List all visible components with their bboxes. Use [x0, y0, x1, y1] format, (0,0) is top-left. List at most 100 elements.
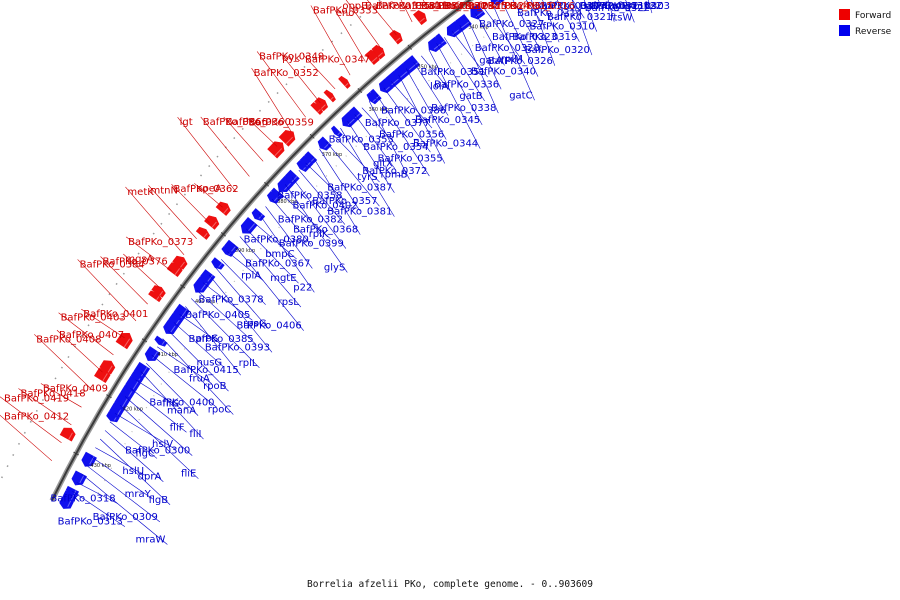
gene-label: BafPKo_0312	[591, 1, 656, 12]
forward-gene-14	[314, 97, 329, 112]
gene-labels: BafPKo_0303ftsZBafPKo_0312BafPKo_0322Baf…	[4, 1, 670, 546]
forward-gene-12	[278, 130, 296, 147]
leader-line	[376, 94, 430, 177]
gene-label: lolA	[430, 81, 449, 92]
tick-mark	[264, 181, 270, 187]
forward-gene-19	[389, 29, 403, 45]
gene-label: BafPKo_0320	[525, 45, 590, 56]
leader-line	[265, 206, 313, 269]
gene-label: BafPKo_0376	[103, 257, 168, 268]
tick-mark	[459, 3, 464, 9]
forward-gene-3-shade	[123, 338, 131, 348]
leader-line	[319, 148, 360, 211]
forward-gene-8	[195, 226, 211, 240]
gene-label: tyrS	[357, 172, 377, 183]
leader-line	[436, 43, 483, 126]
gene-label: BafPKo_0373	[128, 237, 193, 248]
leader-line	[196, 290, 256, 345]
gene-label: glyS	[324, 262, 345, 273]
gene-label: BafPKo_0326	[488, 56, 553, 67]
leader-line	[366, 0, 397, 36]
tick-label: 350 kbp	[417, 65, 437, 71]
leader-line	[361, 107, 397, 145]
gene-label: BafPKo_0311	[579, 1, 644, 12]
tick-mark	[220, 232, 226, 237]
reverse-gene-3	[71, 470, 87, 486]
gene-label: BafPKo_0372	[362, 166, 427, 177]
gene-label: mraW	[135, 535, 165, 546]
leader-line	[140, 371, 204, 440]
reverse-gene-44	[455, 13, 472, 31]
reverse-gene-34-shade	[355, 113, 361, 119]
reverse-gene-25	[271, 187, 284, 200]
leader-line	[123, 253, 160, 288]
reverse-gene-25-shade	[277, 193, 281, 198]
gene-label: BafPKo_0353	[329, 134, 394, 145]
leader-line	[347, 121, 395, 193]
gene-label: BafPKo_0314	[517, 8, 582, 19]
leader-line	[354, 114, 396, 169]
reverse-gene-26-shade	[284, 182, 292, 191]
leader-line	[148, 185, 197, 239]
leader-line	[285, 184, 348, 273]
gene-label: BafPKo_0377	[365, 118, 430, 129]
gene-label: BafPKo_0367	[245, 258, 310, 269]
leader-line	[200, 116, 250, 177]
genome-backbone	[0, 0, 537, 502]
reverse-gene-41-shade	[433, 43, 442, 50]
gene-label: rpoB	[203, 381, 227, 392]
forward-gene-9	[204, 215, 220, 230]
gene-label: BafPKo_0328	[475, 43, 540, 54]
gene-label: rplK	[309, 229, 329, 240]
leader-line	[459, 25, 499, 114]
legend-forward-swatch	[839, 9, 850, 20]
forward-gene-4	[148, 290, 162, 303]
leader-line	[168, 330, 229, 392]
gene-label: BafPKo_0356	[379, 130, 444, 141]
leader-line	[251, 67, 292, 132]
leader-line	[223, 116, 264, 162]
leader-line	[77, 259, 137, 322]
reverse-gene-45	[470, 3, 486, 20]
gene-label: BafPKo_0378	[198, 295, 263, 306]
gene-label: manA	[167, 406, 196, 417]
leader-line	[56, 329, 103, 373]
leader-line	[156, 346, 213, 384]
leader-line	[0, 414, 53, 462]
leader-line	[390, 81, 433, 129]
reverse-gene-32-shade	[337, 132, 341, 136]
leader-line	[125, 236, 172, 272]
reverse-gene-19-shade	[218, 263, 223, 268]
gene-label: BafPKo_0316	[510, 1, 575, 12]
leader-line	[151, 354, 217, 408]
leader-line	[90, 456, 153, 500]
reverse-gene-7-shade	[121, 397, 129, 408]
reverse-gene-27-shade	[291, 175, 298, 183]
gene-label: BafPKo_0402	[292, 201, 357, 212]
gene-label: bmpC	[265, 249, 294, 260]
gene-label: BafPKo_0418	[20, 388, 85, 399]
forward-gene-1-shade	[102, 373, 108, 382]
gene-label: BafPKo_0300	[125, 446, 190, 457]
leader-line	[271, 198, 312, 245]
leader-line	[512, 0, 543, 54]
gene-label: BafPKo_0415	[174, 365, 239, 376]
reverse-gene-9-shade	[132, 380, 139, 390]
reverse-gene-44-shade	[460, 21, 470, 29]
leader-line	[190, 298, 260, 369]
gene-label: mgtE	[270, 273, 296, 284]
reverse-gene-4	[81, 451, 97, 467]
gene-label: p22	[293, 282, 312, 293]
backbone-line	[50, 0, 472, 502]
gene-label: flgC	[135, 448, 155, 459]
leader-line	[483, 7, 526, 65]
forward-gene-10	[215, 201, 231, 216]
gene-label: fruA	[189, 374, 210, 385]
leader-line	[18, 388, 72, 426]
reverse-gene-24-shade	[273, 197, 278, 202]
reverse-gene-18-shade	[207, 274, 213, 282]
leader-line	[291, 177, 347, 249]
leader-line	[279, 52, 321, 104]
tick-mark	[309, 133, 315, 139]
gene-label: BafPKo_0386	[381, 105, 446, 116]
